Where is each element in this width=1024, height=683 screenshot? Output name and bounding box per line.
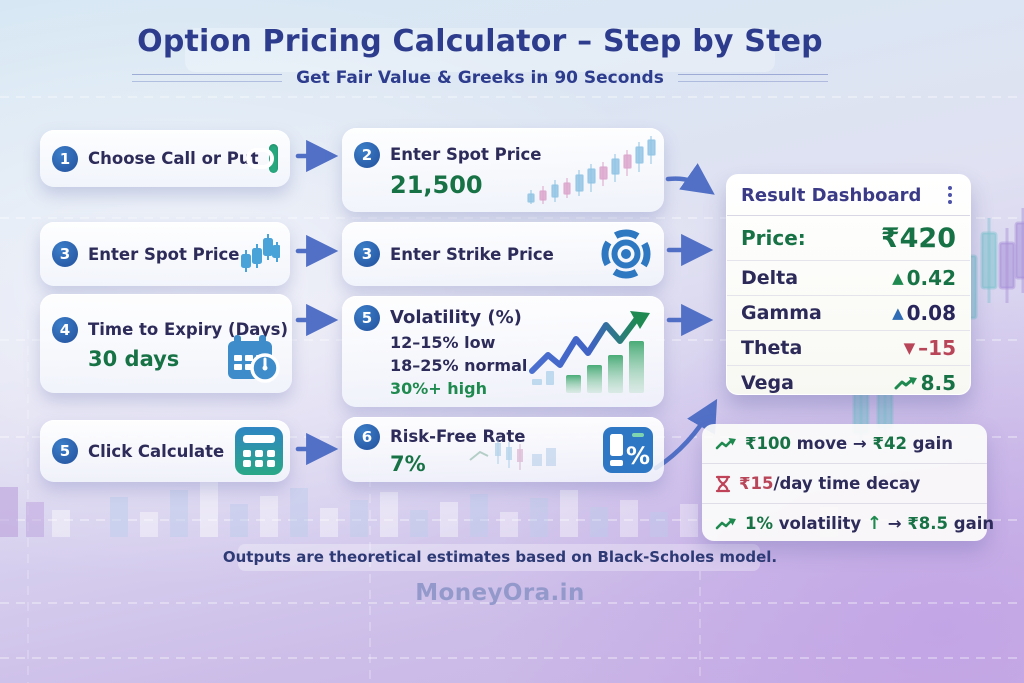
step-number-badge: 5	[52, 438, 78, 464]
price-value: ₹420	[880, 222, 956, 254]
insight-text: gain	[906, 434, 954, 453]
disclaimer-text: Outputs are theoretical estimates based …	[222, 548, 778, 566]
disclaimer-backdrop	[238, 544, 760, 571]
step-card-time-to-expiry: 4 Time to Expiry (Days) 30 days	[40, 294, 292, 393]
vega-label: Vega	[741, 372, 794, 394]
page-title: Option Pricing Calculator – Step by Step	[137, 24, 823, 59]
candle-chart-decoration	[524, 134, 656, 206]
subtitle-right-rule	[677, 74, 828, 82]
dashboard-row-price: Price: ₹420	[727, 216, 970, 261]
insight-value: ₹100	[745, 434, 791, 453]
insight-text: volatility	[773, 514, 867, 533]
volatility-range-high: 30%+ high	[390, 379, 487, 399]
step-number-badge: 3	[52, 241, 78, 267]
volatility-range-low: 12–15% low	[390, 332, 496, 352]
triangle-down-icon: ▼	[903, 339, 916, 357]
brand-logo: MoneyOra.in	[415, 580, 585, 606]
step-card-volatility: 5 Volatility (%) 12–15% low 18–25% norma…	[342, 296, 664, 407]
step-value: 21,500	[390, 170, 483, 199]
theta-value: –15	[918, 336, 956, 360]
theta-label: Theta	[741, 337, 803, 359]
arrow-spot-to-dashboard	[665, 163, 715, 195]
insight-value: ₹15	[739, 474, 774, 493]
kebab-menu-icon[interactable]	[944, 182, 956, 208]
header: Option Pricing Calculator – Step by Step…	[0, 24, 960, 88]
insight-text: /day time decay	[773, 474, 921, 493]
triangle-up-icon: ▲	[892, 304, 904, 322]
step-number-badge: 5	[354, 304, 380, 331]
delta-label: Delta	[741, 267, 799, 289]
step-label: Risk-Free Rate	[390, 427, 526, 446]
insight-text: move →	[790, 434, 873, 453]
dashboard-row-delta: Delta ▲ 0.42	[727, 261, 970, 296]
mini-chart-decoration	[468, 430, 560, 470]
result-dashboard: Result Dashboard Price: ₹420 Delta ▲ 0.42…	[726, 174, 971, 395]
volatility-range-normal: 18–25% normal	[390, 355, 528, 375]
step-value: 7%	[390, 451, 426, 476]
vega-value: 8.5	[920, 371, 956, 395]
calculator-icon	[234, 426, 284, 476]
step-label: Choose Call or Put	[88, 149, 259, 168]
dashboard-row-theta: Theta ▼ –15	[727, 331, 970, 366]
step-label: Time to Expiry (Days)	[88, 320, 289, 339]
step-label: Enter Spot Price	[88, 244, 240, 264]
step-value: 30 days	[88, 346, 180, 371]
dashboard-title: Result Dashboard	[741, 184, 922, 206]
insights-panel: ₹100 move → ₹42 gain ₹15/day time decay …	[702, 424, 994, 543]
step-number-badge: 6	[354, 423, 380, 450]
delta-value: 0.42	[906, 266, 956, 290]
step-card-risk-free-rate: 6 Risk-Free Rate 7% %	[342, 417, 664, 482]
hourglass-icon	[715, 475, 731, 493]
dashboard-row-gamma: Gamma ▲ 0.08	[727, 296, 970, 331]
up-arrow-icon: ↑	[866, 513, 882, 534]
target-icon	[600, 228, 652, 280]
insight-value: ₹8.5	[907, 514, 949, 533]
gamma-value: 0.08	[906, 301, 956, 325]
svg-text:%: %	[626, 442, 650, 470]
step-label: Enter Spot Price	[390, 145, 542, 164]
candlestick-icon	[240, 232, 280, 276]
insight-row-volatility-gain: 1% volatility ↑ → ₹8.5 gain	[702, 504, 994, 543]
step-number-badge: 3	[354, 241, 380, 267]
step-card-enter-strike-price: 3 Enter Strike Price	[342, 222, 664, 286]
step-card-enter-spot-price: 2 Enter Spot Price 21,500	[342, 128, 664, 212]
triangle-up-icon: ▲	[892, 269, 904, 287]
step-label: Click Calculate	[88, 441, 225, 461]
volatility-chart-icon	[528, 309, 656, 395]
percent-calculator-icon: %	[602, 426, 654, 474]
step-number-badge: 4	[52, 316, 78, 343]
toggle-knob	[246, 148, 274, 169]
dashboard-row-vega: Vega 8.5	[727, 366, 970, 400]
insight-row-time-decay: ₹15/day time decay	[702, 464, 987, 504]
trend-up-icon	[715, 437, 737, 451]
insight-text: →	[881, 514, 908, 533]
step-card-enter-spot-price-left: 3 Enter Spot Price	[40, 222, 290, 286]
gamma-label: Gamma	[741, 302, 822, 324]
step-number-badge: 1	[52, 145, 78, 172]
page-subtitle: Get Fair Value & Greeks in 90 Seconds	[296, 68, 664, 88]
trend-up-icon	[715, 517, 737, 531]
calendar-clock-icon	[226, 333, 280, 385]
step-card-click-calculate: 5 Click Calculate	[40, 420, 290, 482]
call-put-toggle[interactable]	[246, 144, 278, 173]
insight-row-delta-move: ₹100 move → ₹42 gain	[702, 424, 987, 464]
insight-text: gain	[948, 514, 995, 533]
trend-up-icon	[894, 376, 918, 391]
insight-value: 1%	[745, 514, 774, 533]
step-label: Volatility (%)	[390, 307, 522, 329]
title-backdrop	[185, 28, 775, 72]
step-label: Enter Strike Price	[390, 244, 554, 264]
subtitle-left-rule	[132, 74, 283, 82]
price-label: Price:	[741, 226, 806, 250]
insight-value: ₹42	[872, 434, 907, 453]
step-card-choose-call-or-put: 1 Choose Call or Put	[40, 130, 290, 187]
step-number-badge: 2	[354, 141, 380, 168]
